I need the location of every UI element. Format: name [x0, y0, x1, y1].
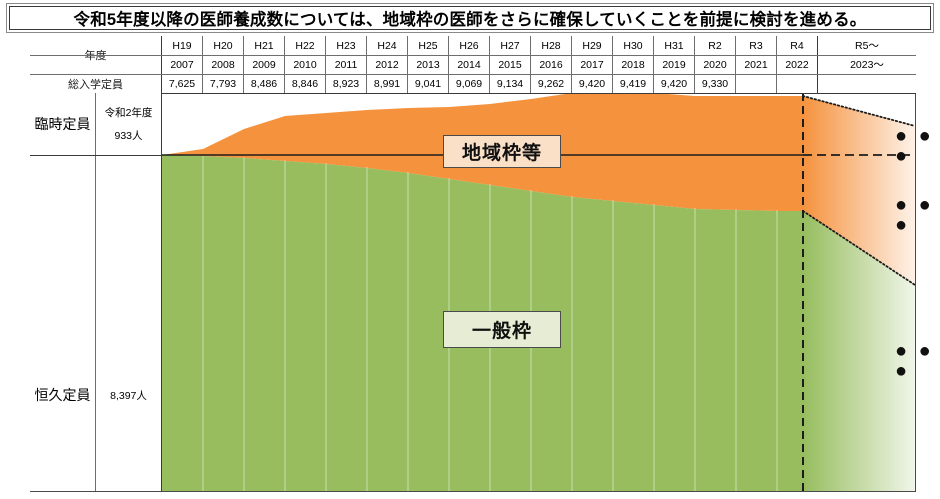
- table-cell-year: 2014: [449, 55, 490, 74]
- table-cell-era: H20: [203, 36, 244, 55]
- table-row-year: 2007 2008 2009 2010 2011 2012 2013 2014 2015 2016…: [30, 55, 916, 74]
- table-cell-year: 2020: [695, 55, 736, 74]
- temporary-quota-era: 令和2年度: [104, 107, 153, 119]
- table-cell-total: 8,846: [285, 74, 326, 93]
- table-cell-year: 2015: [490, 55, 531, 74]
- table-cell-era: R2: [695, 36, 736, 55]
- table-hline-3: [30, 93, 916, 94]
- table-stub-total: 総入学定員: [30, 74, 162, 93]
- table-cell-total: 7,625: [162, 74, 203, 93]
- table-cell-year: 2009: [244, 55, 285, 74]
- table-cell-total: 9,262: [531, 74, 572, 93]
- table-cell-total: 8,486: [244, 74, 285, 93]
- temporary-quota-name: 臨時定員: [34, 116, 91, 132]
- table-cell-era: H22: [285, 36, 326, 55]
- general-quota-label: 一般枠: [443, 311, 561, 348]
- regional-quota-future-area: [803, 96, 915, 285]
- table-cell-total: 9,420: [572, 74, 613, 93]
- category-divider: [30, 155, 162, 156]
- table-cell-era: R4: [777, 36, 818, 55]
- table-cell-era: H28: [531, 36, 572, 55]
- table-cell-total: 9,419: [613, 74, 654, 93]
- table-cell-total: 9,330: [695, 74, 736, 93]
- table-cell-year: 2012: [367, 55, 408, 74]
- table-cell-year: 2013: [408, 55, 449, 74]
- title-banner-inner: 令和5年度以降の医師養成数については、地域枠の医師をさらに確保していくことを前提…: [9, 6, 931, 30]
- ellipsis-middle: ● ● ●: [895, 194, 934, 236]
- table-cell-era: H26: [449, 36, 490, 55]
- table-cell-total: 9,420: [654, 74, 695, 93]
- table-cell-year: 2011: [326, 55, 367, 74]
- projection-upper-bound: [802, 95, 915, 127]
- table-cell-total: 8,923: [326, 74, 367, 93]
- temporary-quota-value: 933人: [114, 130, 143, 142]
- table-cell-year: 2019: [654, 55, 695, 74]
- permanent-quota-name-cell: 恒久定員: [30, 155, 96, 491]
- table-cell-total: 7,793: [203, 74, 244, 93]
- regional-quota-label-text: 地域枠等: [461, 143, 542, 164]
- table-stub-era-label: 年度: [84, 50, 107, 62]
- table-cell-era: H31: [654, 36, 695, 55]
- permanent-quota-name: 恒久定員: [34, 387, 91, 403]
- table-cell-year: 2010: [285, 55, 326, 74]
- year-table: 年度 総入学定員 H19 H20 H21 H22 H23 H24 H25 H26 H27 H28 H…: [30, 36, 916, 94]
- table-cell-era: H29: [572, 36, 613, 55]
- table-hline-2: [30, 74, 916, 75]
- table-cell-total: [777, 74, 818, 93]
- table-stub-total-label: 総入学定員: [68, 78, 123, 91]
- permanent-quota-value: 8,397人: [110, 389, 147, 402]
- table-cell-era: H21: [244, 36, 285, 55]
- ellipsis-lower: ● ● ●: [895, 340, 934, 382]
- table-cell-year: 2018: [613, 55, 654, 74]
- projection-lower-bound: [802, 210, 915, 286]
- title-banner: 令和5年度以降の医師養成数については、地域枠の医師をさらに確保していくことを前提…: [6, 3, 934, 33]
- table-row-total: 7,625 7,793 8,486 8,846 8,923 8,991 9,041 9,069…: [30, 74, 916, 93]
- table-cell-total: 8,991: [367, 74, 408, 93]
- table-cell-total-future: [818, 74, 916, 93]
- general-quota-label-text: 一般枠: [471, 321, 532, 342]
- table-cell-total: 9,134: [490, 74, 531, 93]
- page-title: 令和5年度以降の医師養成数については、地域枠の医師をさらに確保していくことを前提…: [73, 11, 867, 29]
- temporary-quota-name-cell: 臨時定員: [30, 93, 96, 155]
- table-cell-total: 9,041: [408, 74, 449, 93]
- table-cell-total: [736, 74, 777, 93]
- table-cell-era-future: R5～: [818, 36, 916, 55]
- ellipsis-upper: ● ● ●: [895, 125, 934, 167]
- table-cell-year: 2016: [531, 55, 572, 74]
- temporary-quota-value-cell: 令和2年度 933人: [96, 93, 162, 155]
- table-cell-era: H30: [613, 36, 654, 55]
- table-cell-year: 2017: [572, 55, 613, 74]
- table-cell-year: 2008: [203, 55, 244, 74]
- table-cell-era: H19: [162, 36, 203, 55]
- table-cell-total: 9,069: [449, 74, 490, 93]
- table-row-era: H19 H20 H21 H22 H23 H24 H25 H26 H27 H28 H29 H30 H31 R…: [30, 36, 916, 55]
- table-cell-era: R3: [736, 36, 777, 55]
- table-cell-era: H25: [408, 36, 449, 55]
- table-hline-1: [30, 55, 916, 56]
- table-cell-era: H27: [490, 36, 531, 55]
- table-cell-year: 2022: [777, 55, 818, 74]
- table-cell-era: H23: [326, 36, 367, 55]
- table-cell-year-future: 2023～: [818, 55, 916, 74]
- table-cell-year: 2007: [162, 55, 203, 74]
- regional-quota-label: 地域枠等: [443, 135, 561, 168]
- table-cell-era: H24: [367, 36, 408, 55]
- chart-gridlines: [202, 155, 778, 491]
- permanent-quota-value-cell: 8,397人: [96, 155, 162, 491]
- table-cell-year: 2021: [736, 55, 777, 74]
- general-quota-future-area: [803, 211, 915, 491]
